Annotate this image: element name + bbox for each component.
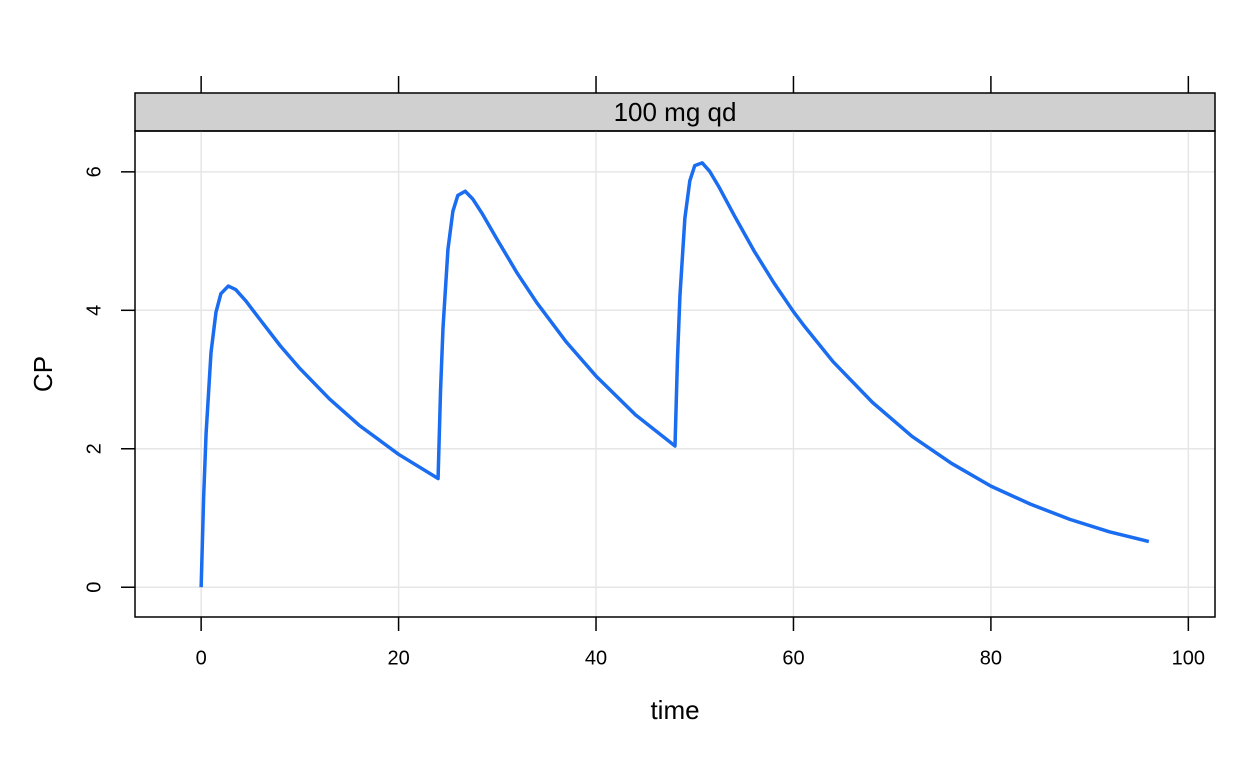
y-tick-label: 6 <box>83 166 105 177</box>
x-tick-label: 60 <box>782 647 804 669</box>
data-line <box>199 161 1150 588</box>
y-tick-label: 4 <box>83 305 105 316</box>
strip <box>134 92 1216 132</box>
x-tick-label: 80 <box>980 647 1002 669</box>
panel-border <box>134 130 1216 618</box>
y-tick-label: 0 <box>83 582 105 593</box>
strip-label: 100 mg qd <box>614 97 737 127</box>
x-tick-label: 100 <box>1172 647 1205 669</box>
y-tick-label: 2 <box>83 443 105 454</box>
x-tick-label: 40 <box>585 647 607 669</box>
x-tick-label: 0 <box>196 647 207 669</box>
y-axis-label: CP <box>28 356 58 392</box>
x-axis-label: time <box>650 695 699 725</box>
x-tick-label: 20 <box>387 647 409 669</box>
